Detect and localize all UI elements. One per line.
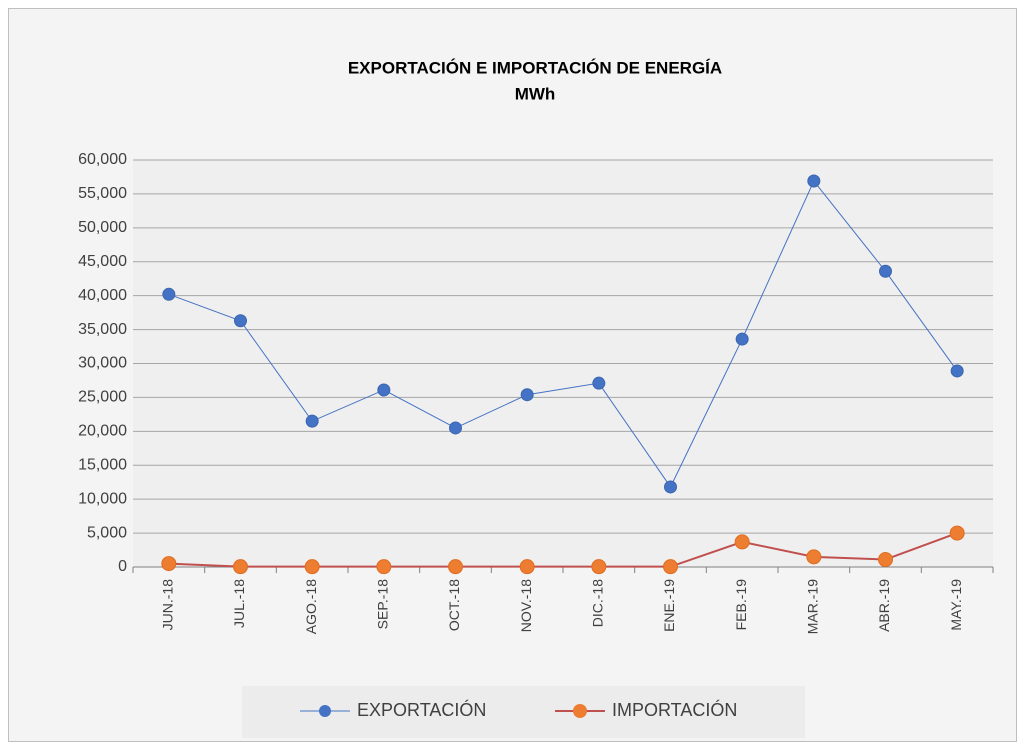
series-marker xyxy=(806,549,822,565)
y-tick-label: 0 xyxy=(118,558,127,575)
series-marker xyxy=(735,332,749,346)
x-tick-label: JUN.-18 xyxy=(160,579,176,631)
y-tick-label: 20,000 xyxy=(78,423,127,440)
series-marker xyxy=(664,480,677,494)
legend-label: EXPORTACIÓN xyxy=(357,699,486,720)
x-tick-label: DIC.-18 xyxy=(590,579,606,627)
y-tick-label: 45,000 xyxy=(78,253,127,270)
series-marker xyxy=(878,552,893,568)
series-marker xyxy=(949,525,965,541)
series-marker xyxy=(663,559,678,575)
chart-title: EXPORTACIÓN E IMPORTACIÓN DE ENERGÍA xyxy=(348,58,722,77)
series-marker xyxy=(879,264,892,278)
x-tick-label: ABR.-19 xyxy=(876,579,892,632)
series-marker xyxy=(161,556,177,572)
series-marker xyxy=(448,559,463,575)
y-tick-label: 40,000 xyxy=(78,287,127,304)
series-marker xyxy=(162,287,176,301)
y-tick-label: 60,000 xyxy=(78,151,127,168)
series-line xyxy=(168,180,958,488)
x-tick-label: NOV.-18 xyxy=(518,579,534,632)
series-marker xyxy=(520,388,534,402)
series-marker xyxy=(377,383,391,397)
chart-subtitle: MWh xyxy=(515,84,556,103)
x-tick-label: AGO.-18 xyxy=(303,579,319,634)
y-tick-label: 30,000 xyxy=(78,355,127,372)
y-tick-label: 55,000 xyxy=(78,185,127,202)
legend-marker xyxy=(319,705,331,717)
x-tick-label: MAY.-19 xyxy=(948,579,964,631)
series-marker xyxy=(807,174,821,188)
legend-box xyxy=(242,686,805,738)
y-tick-label: 25,000 xyxy=(78,389,127,406)
series-marker xyxy=(950,364,964,378)
series-marker xyxy=(592,376,606,390)
y-tick-label: 15,000 xyxy=(78,456,127,473)
x-tick-label: SEP.-18 xyxy=(375,579,391,630)
y-tick-label: 50,000 xyxy=(78,219,127,236)
y-tick-label: 5,000 xyxy=(87,524,127,541)
x-tick-label: FEB.-19 xyxy=(733,579,749,631)
series-marker xyxy=(234,314,247,328)
series-marker xyxy=(376,559,392,575)
x-tick-label: MAR.-19 xyxy=(805,579,821,634)
x-tick-label: OCT.-18 xyxy=(446,579,462,631)
series-line xyxy=(168,532,958,568)
legend-label: IMPORTACIÓN xyxy=(612,699,737,720)
series-marker xyxy=(305,414,319,428)
x-tick-label: ENE.-19 xyxy=(661,579,677,632)
series-marker xyxy=(449,421,462,435)
x-tick-label: JUL.-18 xyxy=(231,579,247,628)
y-tick-label: 10,000 xyxy=(78,490,127,507)
y-tick-label: 35,000 xyxy=(78,321,127,338)
series-marker xyxy=(734,534,750,550)
legend-marker xyxy=(573,704,587,718)
series-marker xyxy=(233,559,248,575)
series-marker xyxy=(519,559,535,575)
series-marker xyxy=(591,559,607,575)
series-marker xyxy=(304,559,320,575)
